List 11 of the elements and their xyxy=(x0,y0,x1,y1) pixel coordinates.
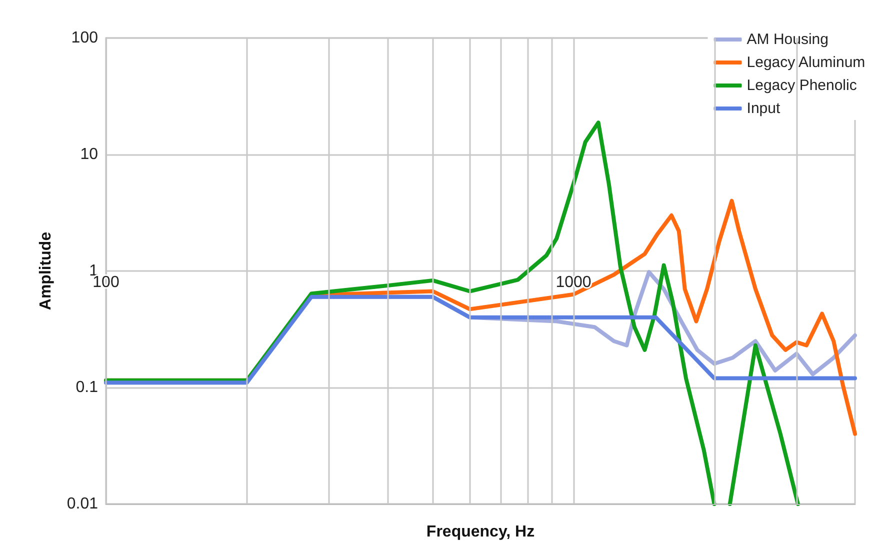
legend-label: Legacy Aluminum xyxy=(746,54,866,71)
y-tick-label: 0.01 xyxy=(66,496,98,512)
legend-label: Legacy Phenolic xyxy=(746,77,858,94)
y-axis-title: Amplitude xyxy=(38,232,54,310)
legend-label: AM Housing xyxy=(746,31,828,48)
y-tick-label: 0.1 xyxy=(76,379,98,396)
x-axis-title: Frequency, Hz xyxy=(426,524,535,540)
y-tick-label: 100 xyxy=(71,30,98,46)
y-tick-label: 10 xyxy=(80,146,98,163)
legend-label: Input xyxy=(746,100,781,117)
x-tick-label: 1000 xyxy=(556,274,592,291)
